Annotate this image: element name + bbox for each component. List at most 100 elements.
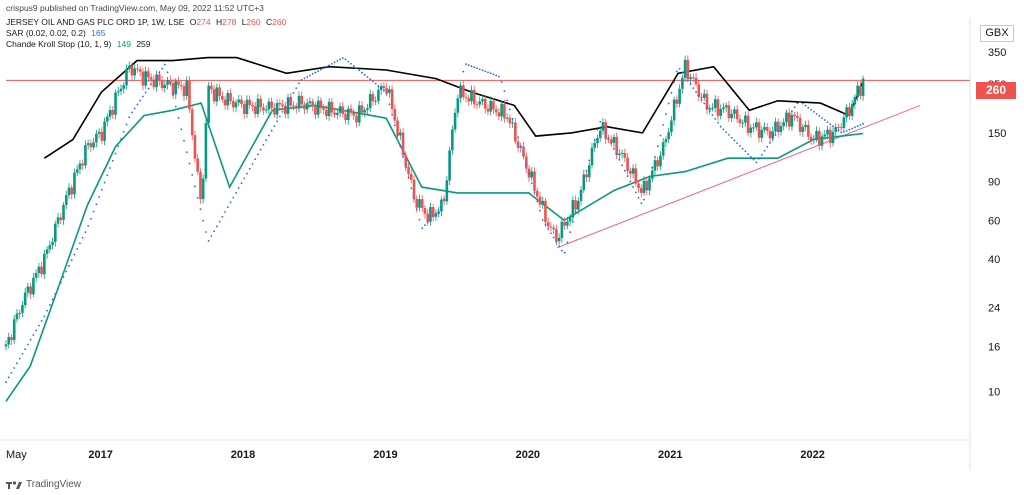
sar-dot xyxy=(440,206,443,209)
sar-dot xyxy=(807,106,810,109)
sar-dot xyxy=(508,108,511,111)
candle-body xyxy=(399,132,402,136)
sar-dot xyxy=(122,130,125,133)
sar-dot xyxy=(736,142,739,145)
candle-body xyxy=(659,155,662,167)
candle-body xyxy=(355,115,358,123)
candle-body xyxy=(136,68,139,70)
candle-body xyxy=(785,112,788,123)
close-value: 260 xyxy=(272,17,287,27)
sar-dot xyxy=(637,196,640,199)
sar-dot xyxy=(48,304,51,306)
sar-dot xyxy=(503,90,506,93)
candle-body xyxy=(494,109,498,113)
sar-dot xyxy=(51,298,54,301)
sar-dot xyxy=(615,153,618,156)
legend-symbol-row: JERSEY OIL AND GAS PLC ORD 1P, 1W, LSE O… xyxy=(6,17,289,28)
sar-dot xyxy=(166,71,169,74)
tradingview-logo-icon xyxy=(6,480,22,489)
y-tick-label: 90 xyxy=(988,177,1000,189)
candle-body xyxy=(59,217,63,220)
candle-body xyxy=(338,106,342,113)
candle-body xyxy=(423,208,427,214)
sar-dot xyxy=(862,122,864,125)
sar-dot xyxy=(155,75,158,78)
sar-dot xyxy=(571,221,574,223)
candle-body xyxy=(32,277,35,295)
candle-body xyxy=(89,143,93,148)
sar-dot xyxy=(278,115,281,118)
sar-dot xyxy=(43,315,46,318)
candle-body xyxy=(434,213,438,217)
candle-body xyxy=(371,94,375,102)
sar-dot xyxy=(621,164,624,167)
sar-dot xyxy=(451,143,454,146)
candle-body xyxy=(555,229,558,242)
sar-dot xyxy=(626,175,629,177)
sar-dot xyxy=(560,249,563,252)
sar-dot xyxy=(325,65,328,68)
footer-brand: TradingView xyxy=(26,479,82,490)
sar-dot xyxy=(287,101,289,104)
sar-dot xyxy=(837,129,840,132)
sar-dot xyxy=(174,105,177,108)
sar-dot xyxy=(144,91,147,94)
sar-dot xyxy=(152,79,155,82)
candle-body xyxy=(741,122,744,124)
candle-body xyxy=(155,74,158,88)
candle-body xyxy=(582,174,586,190)
sar-dot xyxy=(465,63,467,66)
legend-high: H278 xyxy=(216,17,236,27)
candle-body xyxy=(629,170,632,174)
sar-dot xyxy=(799,100,802,103)
sar-dot xyxy=(722,128,725,131)
sar-dot xyxy=(385,92,388,95)
candle-body xyxy=(514,122,517,142)
candle-body xyxy=(133,68,137,76)
sar-dot xyxy=(623,169,626,172)
candle-body xyxy=(166,80,169,85)
currency-unit-label[interactable]: GBX xyxy=(980,25,1014,42)
candle-body xyxy=(577,201,580,210)
candle-body xyxy=(431,207,435,217)
candle-body xyxy=(130,65,134,76)
sar-dot xyxy=(640,202,643,205)
legend-open: O274 xyxy=(190,17,211,27)
candle-body xyxy=(472,90,476,105)
candle-body xyxy=(311,101,314,107)
candle-body xyxy=(344,114,347,121)
candle-body xyxy=(4,344,8,347)
sar-dot xyxy=(68,264,70,267)
candle-body xyxy=(284,106,287,114)
sar-dot xyxy=(689,83,692,86)
candle-body xyxy=(385,88,388,93)
tradingview-footer[interactable]: TradingView xyxy=(6,479,81,490)
candle-body xyxy=(535,190,539,197)
sar-dot xyxy=(853,126,856,129)
candle-body xyxy=(62,204,65,220)
sar-dot xyxy=(448,161,451,164)
candle-body xyxy=(538,196,542,205)
sar-dot xyxy=(804,104,807,107)
candle-body xyxy=(604,122,607,139)
candle-body xyxy=(798,118,802,132)
sar-dot xyxy=(57,287,59,290)
sar-dot xyxy=(681,71,684,74)
candle-body xyxy=(661,142,665,156)
candle-body xyxy=(429,207,432,222)
sar-dot xyxy=(259,148,262,151)
sar-dot xyxy=(667,102,670,105)
candle-body xyxy=(346,108,350,121)
sar-dot xyxy=(333,61,336,64)
candle-body xyxy=(587,165,591,178)
candle-body xyxy=(505,117,509,119)
candle-body xyxy=(377,89,380,101)
candle-body xyxy=(160,80,164,88)
sar-dot xyxy=(224,211,226,213)
sar-dot xyxy=(599,120,602,123)
candle-body xyxy=(653,160,657,171)
candle-body xyxy=(497,112,501,117)
sar-dot xyxy=(686,79,689,82)
sar-dot xyxy=(437,209,440,212)
